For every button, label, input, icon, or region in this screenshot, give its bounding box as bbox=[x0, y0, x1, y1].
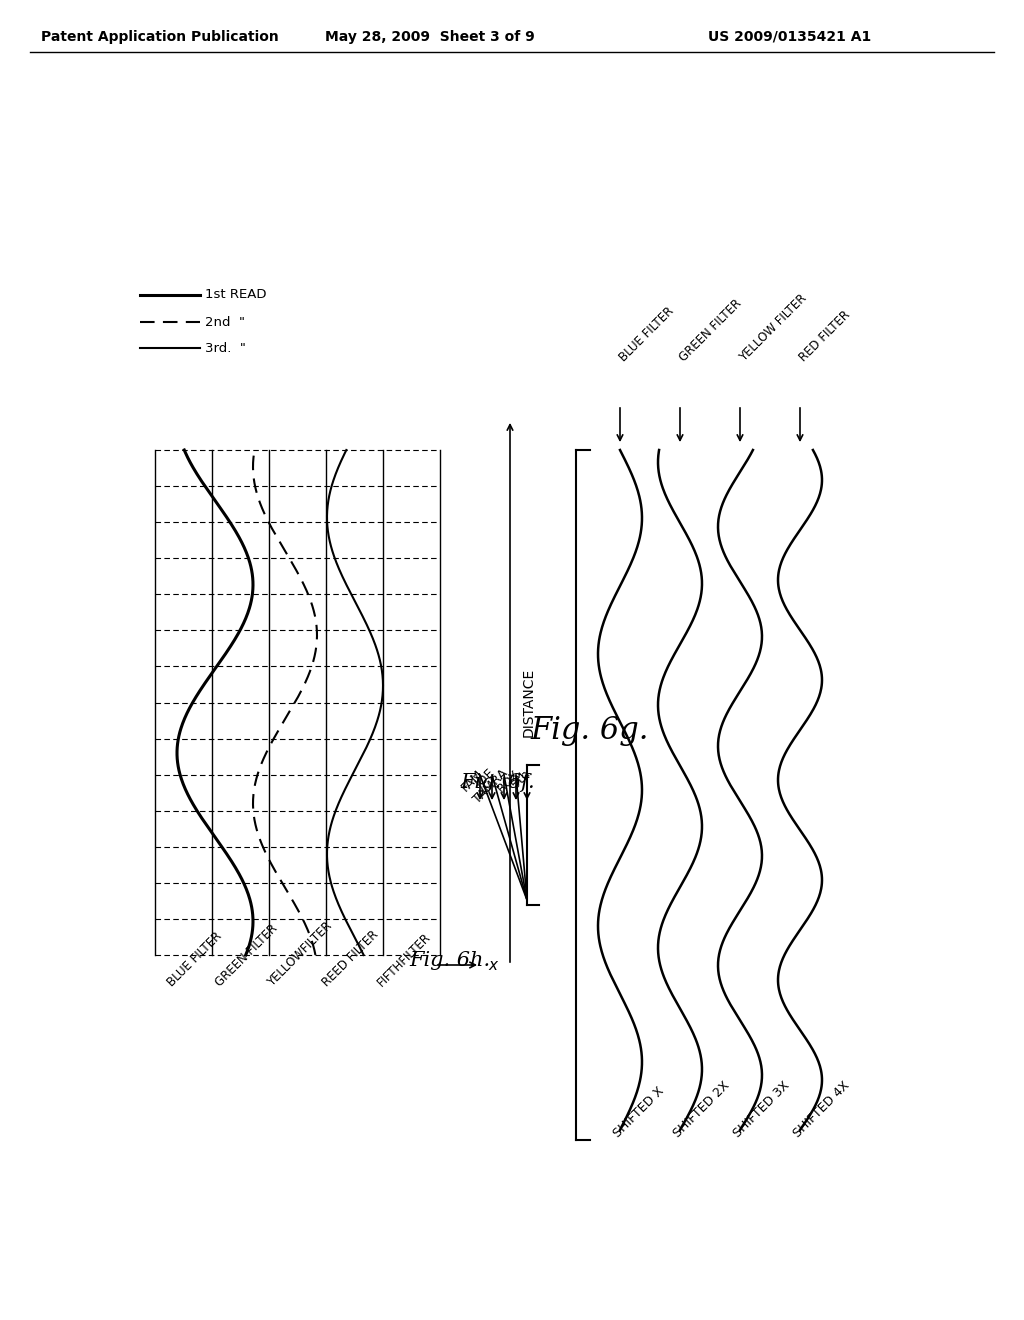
Text: Fig. 6g.: Fig. 6g. bbox=[530, 714, 648, 746]
Text: GREEN FILTER: GREEN FILTER bbox=[213, 921, 281, 989]
Text: Patent Application Publication: Patent Application Publication bbox=[41, 30, 279, 44]
Text: YELLOW FILTER: YELLOW FILTER bbox=[737, 292, 809, 364]
Text: GREEN FILTER: GREEN FILTER bbox=[677, 297, 744, 364]
Text: May 28, 2009  Sheet 3 of 9: May 28, 2009 Sheet 3 of 9 bbox=[326, 30, 535, 44]
Text: REED FILTER: REED FILTER bbox=[319, 928, 381, 989]
Text: ROX: ROX bbox=[495, 767, 522, 795]
Text: SHIFTED 3X: SHIFTED 3X bbox=[731, 1078, 792, 1140]
Text: 1st READ: 1st READ bbox=[205, 289, 266, 301]
Text: BLUE FILTER: BLUE FILTER bbox=[165, 929, 224, 989]
Text: BLUE FILTER: BLUE FILTER bbox=[617, 305, 677, 364]
Text: 3rd.  ": 3rd. " bbox=[205, 342, 246, 355]
Text: JOE: JOE bbox=[474, 767, 499, 791]
Text: US 2009/0135421 A1: US 2009/0135421 A1 bbox=[709, 30, 871, 44]
Text: FIFTHFILTER: FIFTHFILTER bbox=[375, 931, 434, 989]
Text: 2nd  ": 2nd " bbox=[205, 315, 245, 329]
Text: 5th: 5th bbox=[509, 767, 534, 791]
Text: SHIFTED X: SHIFTED X bbox=[610, 1084, 667, 1140]
Text: DISTANCE: DISTANCE bbox=[522, 668, 536, 737]
Text: SHIFTED 2X: SHIFTED 2X bbox=[671, 1078, 732, 1140]
Text: SHIFTED 4X: SHIFTED 4X bbox=[791, 1078, 852, 1140]
Text: FAM: FAM bbox=[459, 767, 486, 795]
Text: Fig. 6f.: Fig. 6f. bbox=[460, 774, 535, 792]
Text: Fig. 6h.: Fig. 6h. bbox=[410, 950, 490, 969]
Text: YELLOWFILTER: YELLOWFILTER bbox=[265, 920, 335, 989]
Text: TAMRA: TAMRA bbox=[471, 767, 510, 807]
Text: RED FILTER: RED FILTER bbox=[797, 309, 853, 364]
Text: x: x bbox=[488, 957, 497, 973]
